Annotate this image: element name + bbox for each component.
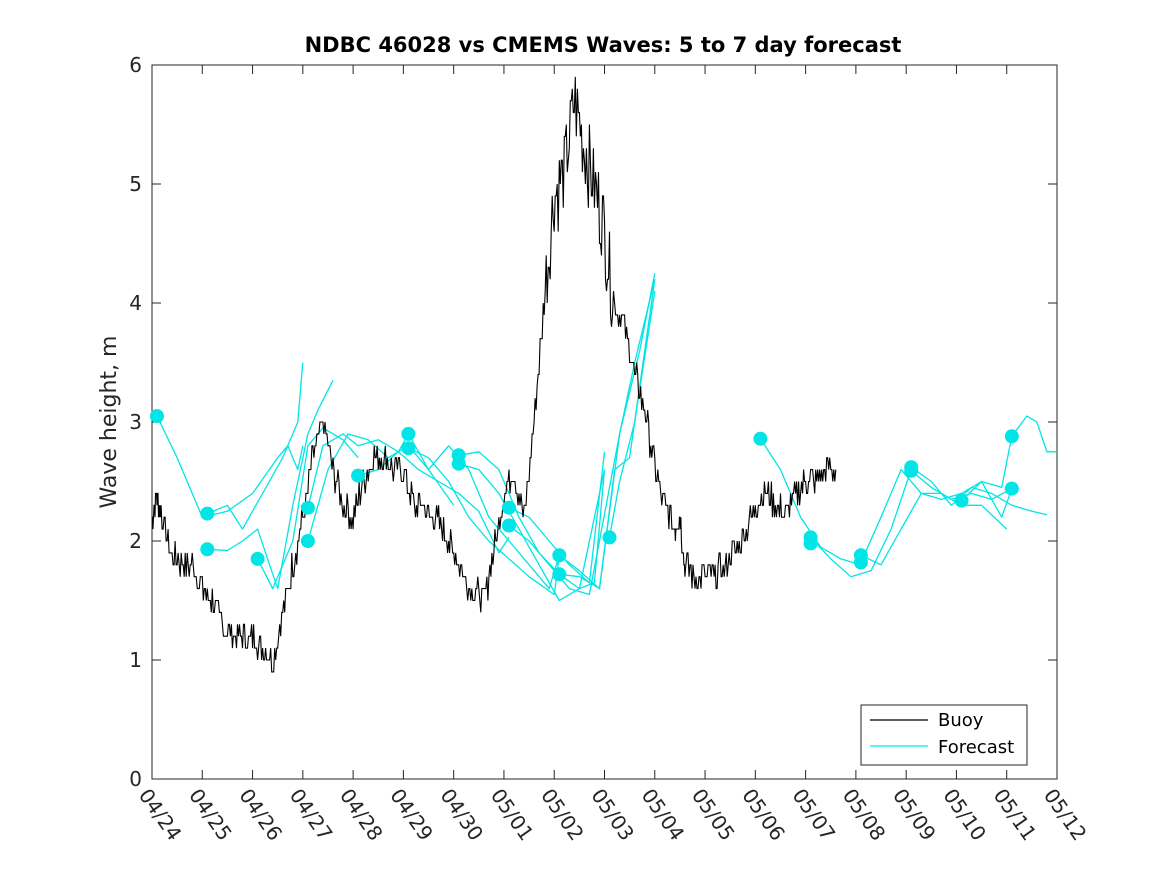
forecast-marker: [451, 456, 466, 471]
forecast-marker: [200, 542, 215, 557]
x-tick-label: 05/01: [486, 784, 539, 845]
legend-forecast-label: Forecast: [938, 737, 1014, 758]
x-tick-label: 05/09: [888, 784, 941, 845]
legend: Buoy Forecast: [860, 704, 1028, 766]
y-tick-label: 0: [129, 767, 142, 791]
forecast-run-line: [357, 451, 510, 554]
forecast-marker: [351, 468, 366, 483]
forecast-marker: [954, 493, 969, 508]
forecast-run-line: [810, 469, 912, 578]
forecast-marker: [853, 555, 868, 570]
forecast-marker: [401, 426, 416, 441]
forecast-run-line: [608, 291, 656, 538]
x-tick-label: 04/24: [134, 784, 187, 845]
y-tick-label: 2: [129, 529, 142, 553]
y-tick-label: 1: [129, 648, 142, 672]
x-tick-label: 05/12: [1039, 784, 1092, 845]
forecast-markers: [150, 409, 1019, 582]
forecast-run-line: [207, 380, 334, 590]
y-tick-label: 5: [129, 172, 142, 196]
x-tick-label: 04/26: [234, 784, 287, 845]
forecast-run-line: [860, 468, 1013, 563]
x-tick-label: 05/08: [838, 784, 891, 845]
forecast-run-line: [407, 433, 560, 590]
y-axis: 0 1 2 3 4 5 6: [129, 53, 1057, 791]
x-tick-label: 05/11: [989, 784, 1042, 845]
forecast-marker: [904, 463, 919, 478]
forecast-marker: [552, 548, 567, 563]
x-tick-label: 05/06: [737, 784, 790, 845]
forecast-marker: [1004, 429, 1019, 444]
x-tick-label: 05/10: [938, 784, 991, 845]
x-tick-label: 05/03: [586, 784, 639, 845]
buoy-line: [151, 76, 837, 673]
forecast-marker: [300, 534, 315, 548]
x-tick-label: 04/28: [335, 784, 388, 845]
buoy-series: [151, 76, 837, 673]
y-axis-label: Wave height, m: [97, 336, 122, 509]
forecast-marker: [753, 431, 768, 446]
forecast-marker: [552, 567, 567, 582]
x-tick-label: 04/25: [184, 784, 237, 845]
y-tick-label: 6: [129, 53, 142, 77]
forecast-marker: [200, 506, 215, 521]
x-tick-label: 04/30: [436, 784, 489, 845]
x-tick-label: 05/02: [536, 784, 589, 845]
forecast-run-line: [257, 427, 359, 590]
forecast-marker: [250, 551, 265, 566]
forecast-marker: [1004, 481, 1019, 496]
forecast-marker: [602, 530, 617, 545]
legend-buoy-label: Buoy: [938, 710, 984, 731]
x-tick-label: 05/07: [788, 784, 841, 845]
forecast-marker: [502, 518, 516, 533]
chart-title: NDBC 46028 vs CMEMS Waves: 5 to 7 day fo…: [305, 33, 902, 57]
x-tick-label: 04/29: [385, 784, 438, 845]
forecast-run-line: [860, 492, 1008, 566]
x-tick-label: 04/27: [285, 784, 338, 845]
forecast-run-line: [961, 415, 1057, 501]
y-tick-label: 3: [129, 410, 142, 434]
forecast-run-line: [910, 466, 1048, 516]
forecast-marker: [401, 441, 416, 456]
forecast-run-line: [156, 415, 304, 518]
forecast-marker: [502, 500, 516, 515]
legend-box: [860, 704, 1028, 766]
forecast-marker: [300, 500, 315, 515]
forecast-run-line: [207, 362, 304, 530]
y-tick-label: 4: [129, 291, 142, 315]
forecast-marker: [803, 536, 818, 551]
forecast-marker: [150, 409, 164, 424]
x-tick-label: 05/04: [637, 784, 690, 845]
forecast-run-line: [408, 447, 560, 596]
x-tick-label: 05/05: [687, 784, 740, 845]
plot-area: [151, 64, 1058, 780]
